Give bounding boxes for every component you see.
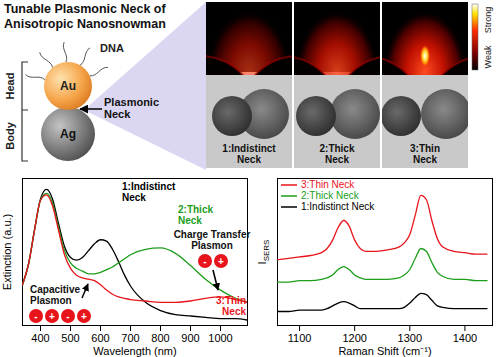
svg-text:Neck: Neck <box>413 154 437 165</box>
svg-text:Ag: Ag <box>60 127 76 141</box>
svg-text:1300: 1300 <box>398 332 422 344</box>
svg-text:Neck: Neck <box>104 108 131 120</box>
svg-text:2:Thick: 2:Thick <box>178 204 213 215</box>
svg-text:800: 800 <box>151 332 169 344</box>
svg-text:+: + <box>218 256 224 267</box>
svg-text:Charge Transfer: Charge Transfer <box>174 229 251 240</box>
svg-text:Wavelength (nm): Wavelength (nm) <box>93 345 176 357</box>
svg-text:1:Indistinct Neck: 1:Indistinct Neck <box>301 201 375 212</box>
svg-text:3:Thin: 3:Thin <box>410 143 440 154</box>
svg-text:+: + <box>49 311 55 322</box>
svg-text:Neck: Neck <box>178 215 202 226</box>
svg-text:1:Indistinct: 1:Indistinct <box>222 143 276 154</box>
svg-text:2:Thick Neck: 2:Thick Neck <box>301 190 360 201</box>
svg-text:-: - <box>203 256 206 267</box>
svg-text:500: 500 <box>61 332 79 344</box>
svg-text:Head: Head <box>4 73 16 100</box>
svg-text:Neck: Neck <box>222 306 246 317</box>
svg-text:1400: 1400 <box>453 332 477 344</box>
svg-text:Neck: Neck <box>122 192 146 203</box>
svg-text:400: 400 <box>31 332 49 344</box>
svg-text:Neck: Neck <box>325 154 349 165</box>
svg-text:700: 700 <box>121 332 139 344</box>
svg-text:Extinction (a.u.): Extinction (a.u.) <box>1 214 13 290</box>
svg-text:3:Thin Neck: 3:Thin Neck <box>301 179 355 190</box>
svg-text:Body: Body <box>4 121 16 149</box>
svg-text:3:Thin: 3:Thin <box>216 295 246 306</box>
svg-text:Capacitive: Capacitive <box>30 284 80 295</box>
svg-text:1200: 1200 <box>342 332 366 344</box>
svg-text:DNA: DNA <box>100 42 124 54</box>
svg-text:Plasmon: Plasmon <box>30 295 72 306</box>
svg-text:1:Indistinct: 1:Indistinct <box>122 181 176 192</box>
svg-text:Strong: Strong <box>483 7 493 34</box>
svg-text:Weak: Weak <box>483 45 493 68</box>
svg-text:600: 600 <box>91 332 109 344</box>
svg-text:ISERS: ISERS <box>256 240 271 265</box>
svg-text:Plasmon: Plasmon <box>191 240 233 251</box>
svg-text:Raman Shift (cm⁻¹): Raman Shift (cm⁻¹) <box>338 345 431 357</box>
svg-text:Neck: Neck <box>237 154 261 165</box>
svg-text:+: + <box>81 311 87 322</box>
svg-text:900: 900 <box>181 332 199 344</box>
svg-text:1100: 1100 <box>288 332 312 344</box>
svg-text:1000: 1000 <box>208 332 232 344</box>
svg-text:Au: Au <box>60 79 76 93</box>
html-text:Tunable Plasmonic Neck of Anis: Tunable Plasmonic Neck of Anisotropic Na… <box>4 2 166 31</box>
svg-text:-: - <box>34 311 37 322</box>
svg-text:Plasmonic: Plasmonic <box>104 96 159 108</box>
svg-text:2:Thick: 2:Thick <box>319 143 354 154</box>
svg-text:-: - <box>66 311 69 322</box>
